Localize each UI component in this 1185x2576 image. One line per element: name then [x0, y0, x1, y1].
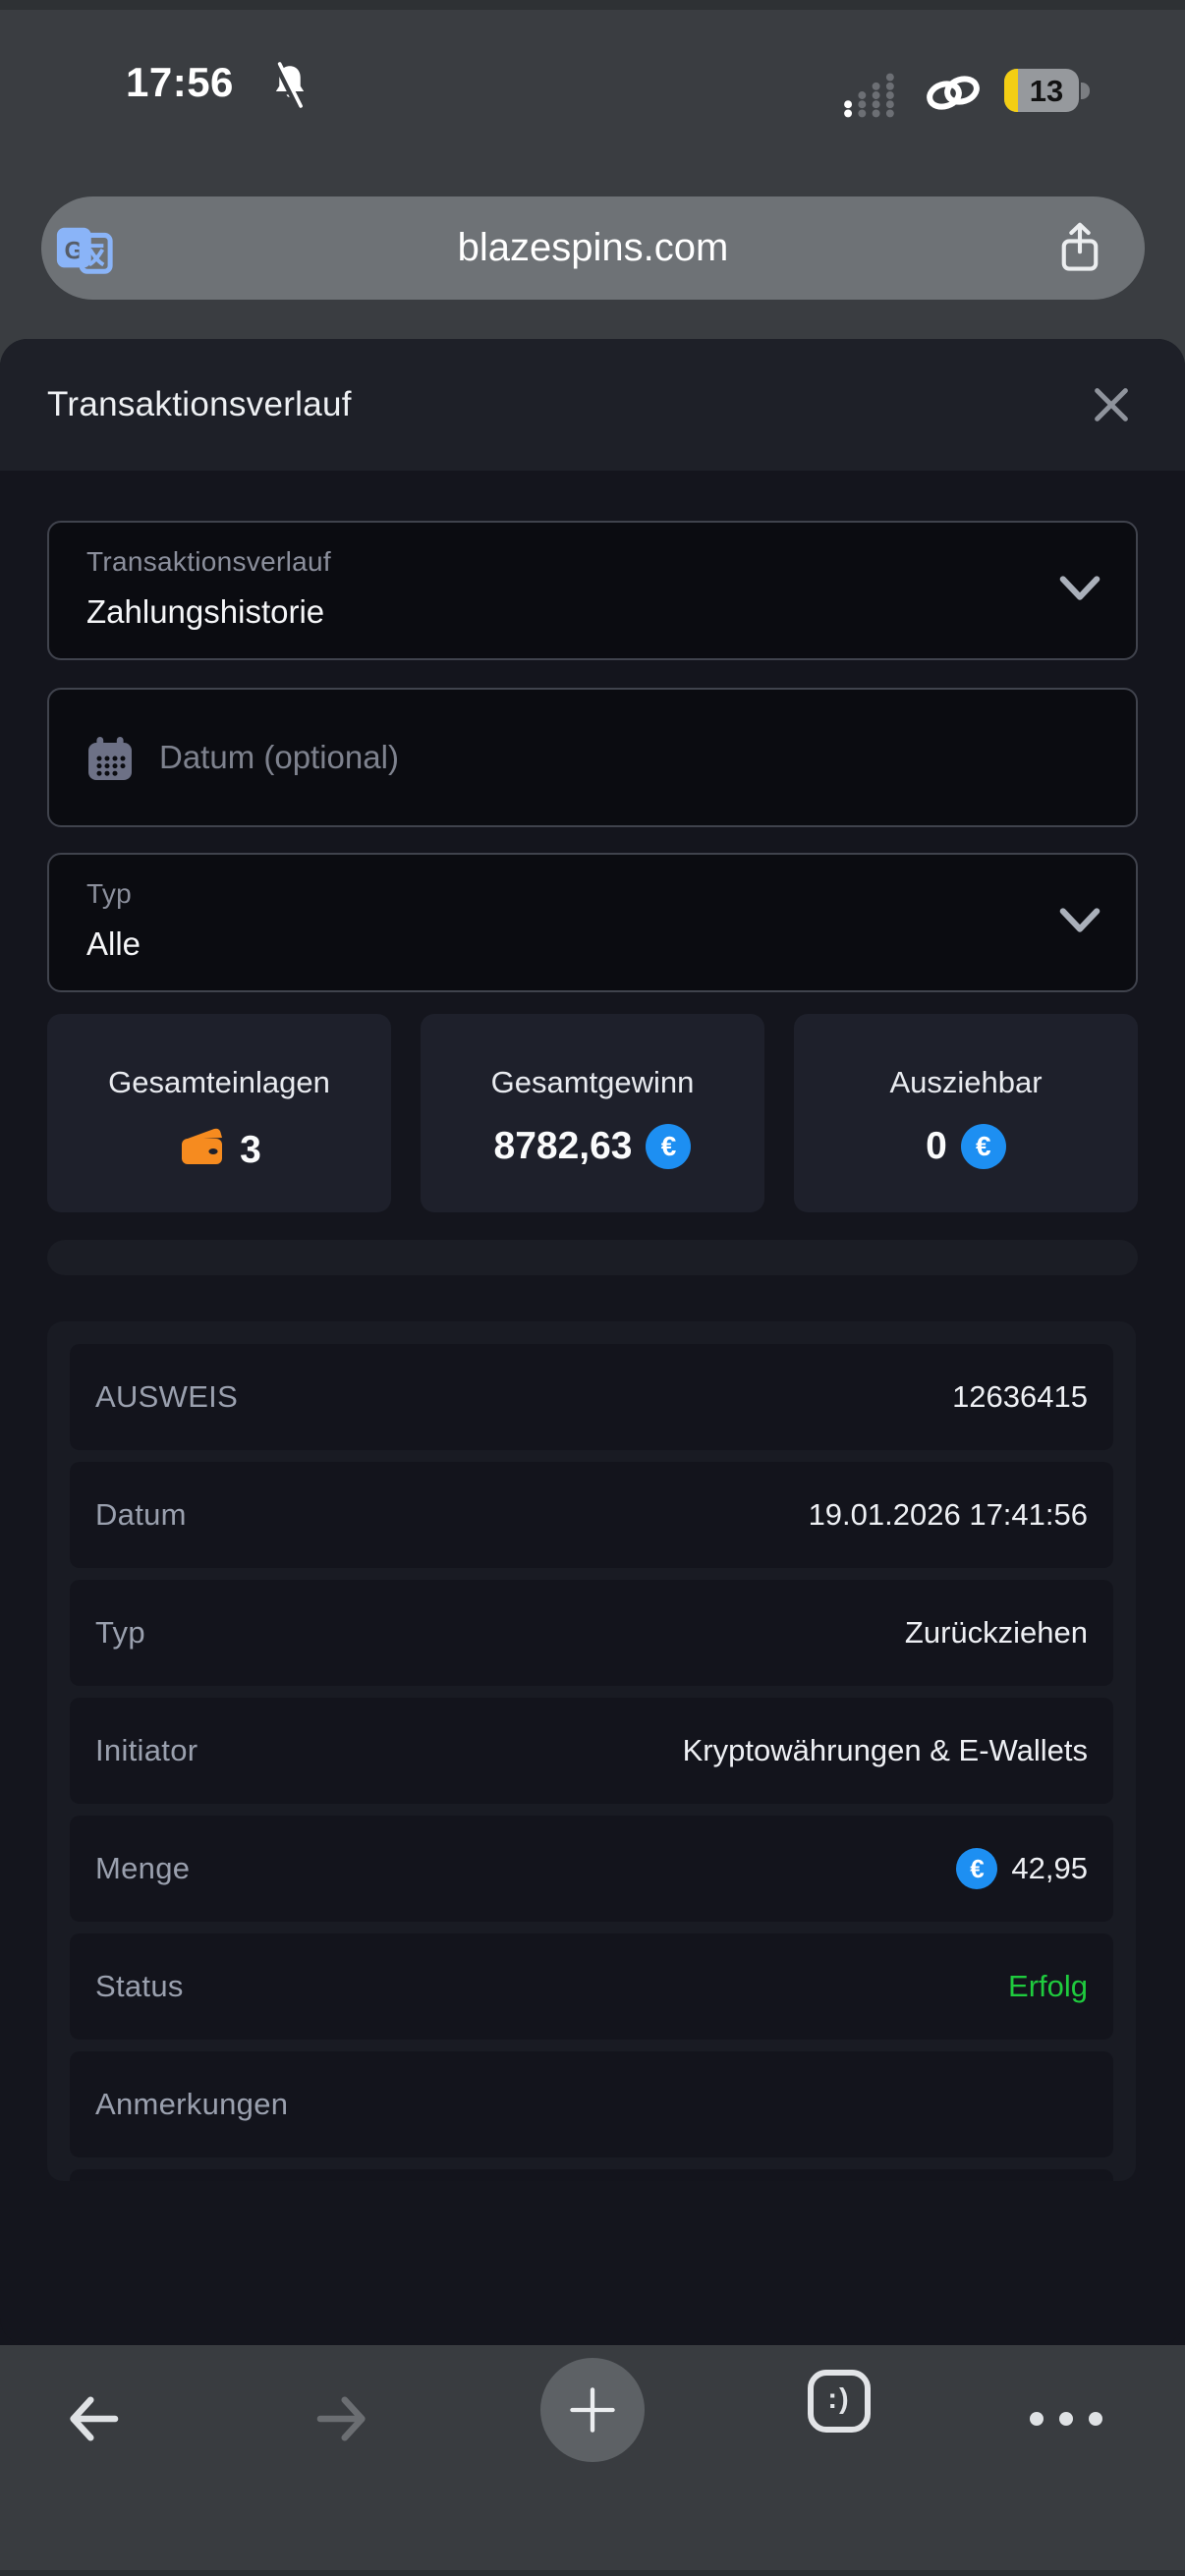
row-value: Zurückziehen: [904, 1615, 1088, 1650]
browser-chrome-top: 17:56: [0, 0, 1185, 373]
detail-row-status: Status Erfolg: [70, 1933, 1113, 2040]
stat-number: 0: [926, 1125, 947, 1167]
type-select[interactable]: Typ Alle: [47, 853, 1138, 992]
svg-text:G: G: [65, 238, 85, 265]
row-label: Menge: [95, 1851, 191, 1885]
battery-nub: [1081, 83, 1090, 99]
euro-coin-icon: €: [960, 1124, 1006, 1169]
detail-row-partial: [70, 2169, 1113, 2181]
summary-stats: Gesamteinlagen 3 Gesamtgewinn 8782,63: [47, 1014, 1138, 1212]
stat-label: Gesamteinlagen: [108, 1065, 330, 1099]
new-tab-button[interactable]: [540, 2358, 645, 2462]
stat-label: Ausziehbar: [889, 1065, 1043, 1099]
row-label: Typ: [95, 1615, 145, 1650]
horizontal-scrollbar-track[interactable]: [47, 1240, 1138, 1275]
clock: 17:56: [126, 59, 234, 105]
detail-row-id: AUSWEIS 12636415: [70, 1344, 1113, 1450]
stat-number: 3: [240, 1129, 261, 1171]
close-icon[interactable]: [1089, 382, 1134, 427]
menu-button[interactable]: [1030, 2412, 1102, 2426]
tabs-count-smiley: :): [827, 2382, 851, 2415]
row-label: Initiator: [95, 1733, 198, 1767]
row-label: Datum: [95, 1497, 187, 1532]
detail-row-initiator: Initiator Kryptowährungen & E-Wallets: [70, 1698, 1113, 1804]
date-placeholder: Datum (optional): [159, 739, 399, 775]
amount-number: 42,95: [1011, 1851, 1088, 1885]
row-value: € 42,95: [956, 1816, 1088, 1922]
address-bar[interactable]: G blazespins.com: [41, 196, 1145, 300]
stat-label: Gesamtgewinn: [490, 1065, 695, 1099]
row-label: AUSWEIS: [95, 1379, 239, 1414]
modal-title: Transaktionsverlauf: [47, 385, 352, 423]
battery-indicator: 13: [1004, 69, 1079, 112]
notifications-muted-icon: [267, 61, 312, 117]
row-value: 19.01.2026 17:41:56: [808, 1497, 1088, 1532]
chevron-down-icon: [1057, 904, 1102, 942]
browser-toolbar: :): [0, 2345, 1185, 2576]
detail-row-type: Typ Zurückziehen: [70, 1580, 1113, 1686]
back-button[interactable]: [61, 2386, 126, 2451]
transaction-history-modal: Transaktionsverlauf Transaktionsverlauf …: [0, 339, 1185, 2345]
row-value: 12636415: [952, 1379, 1088, 1414]
row-label: Status: [95, 1969, 184, 2003]
euro-coin-icon: €: [646, 1124, 692, 1169]
stat-card-deposits: Gesamteinlagen 3: [47, 1014, 391, 1212]
cellular-signal-icon: [841, 73, 902, 123]
row-label: Anmerkungen: [95, 2087, 289, 2121]
status-badge: Erfolg: [1008, 1969, 1088, 2003]
transaction-detail-card: AUSWEIS 12636415 Datum 19.01.2026 17:41:…: [47, 1321, 1136, 2181]
stat-card-withdrawable: Ausziehbar 0 €: [794, 1014, 1138, 1212]
url-text: blazespins.com: [457, 226, 729, 269]
share-icon[interactable]: [1054, 218, 1105, 284]
detail-row-notes: Anmerkungen: [70, 2051, 1113, 2157]
select-value: Zahlungshistorie: [86, 593, 325, 630]
tabs-button[interactable]: :): [808, 2370, 871, 2433]
modal-header: Transaktionsverlauf: [0, 339, 1185, 471]
google-translate-icon[interactable]: G: [53, 218, 114, 279]
stat-value: 8782,63 €: [421, 1124, 764, 1169]
select-value: Alle: [86, 925, 141, 962]
select-label: Transaktionsverlauf: [86, 546, 331, 577]
forward-button[interactable]: [310, 2386, 374, 2451]
stat-number: 8782,63: [493, 1125, 633, 1167]
hotspot-link-icon: [922, 69, 985, 123]
status-bar: 17:56: [0, 59, 1185, 128]
wallet-icon: [177, 1124, 226, 1177]
select-label: Typ: [86, 878, 133, 909]
date-filter-input[interactable]: Datum (optional): [47, 688, 1138, 827]
row-value: Kryptowährungen & E-Wallets: [682, 1733, 1088, 1767]
detail-row-date: Datum 19.01.2026 17:41:56: [70, 1462, 1113, 1568]
battery-fill: [1004, 69, 1018, 112]
calendar-icon: [85, 733, 136, 789]
detail-row-amount: Menge € 42,95: [70, 1816, 1113, 1922]
battery-percent: 13: [1029, 74, 1064, 108]
chevron-down-icon: [1057, 572, 1102, 610]
euro-coin-icon: €: [956, 1848, 998, 1889]
stat-value: 0 €: [794, 1124, 1138, 1169]
history-type-select[interactable]: Transaktionsverlauf Zahlungshistorie: [47, 521, 1138, 660]
stat-value: 3: [47, 1124, 391, 1177]
stat-card-winnings: Gesamtgewinn 8782,63 €: [421, 1014, 764, 1212]
